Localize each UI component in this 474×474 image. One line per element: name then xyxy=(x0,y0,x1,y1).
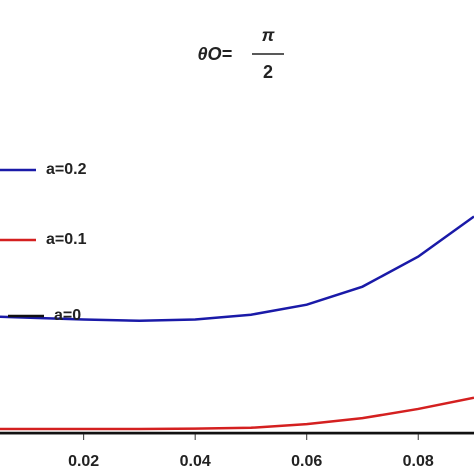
legend-label: a=0.1 xyxy=(46,231,87,248)
x-tick-label: 0.04 xyxy=(180,453,211,470)
series-line xyxy=(0,396,474,431)
title-denominator: 2 xyxy=(263,62,273,82)
x-tick-label: 0.02 xyxy=(68,453,99,470)
title-numerator: π xyxy=(262,25,275,45)
legend-label: a=0 xyxy=(54,307,81,324)
legend-label: a=0.2 xyxy=(46,161,87,178)
title-prefix: θO= xyxy=(197,44,232,64)
x-tick-label: 0.06 xyxy=(291,453,322,470)
x-tick-label: 0.08 xyxy=(403,453,434,470)
series-line xyxy=(0,215,474,322)
